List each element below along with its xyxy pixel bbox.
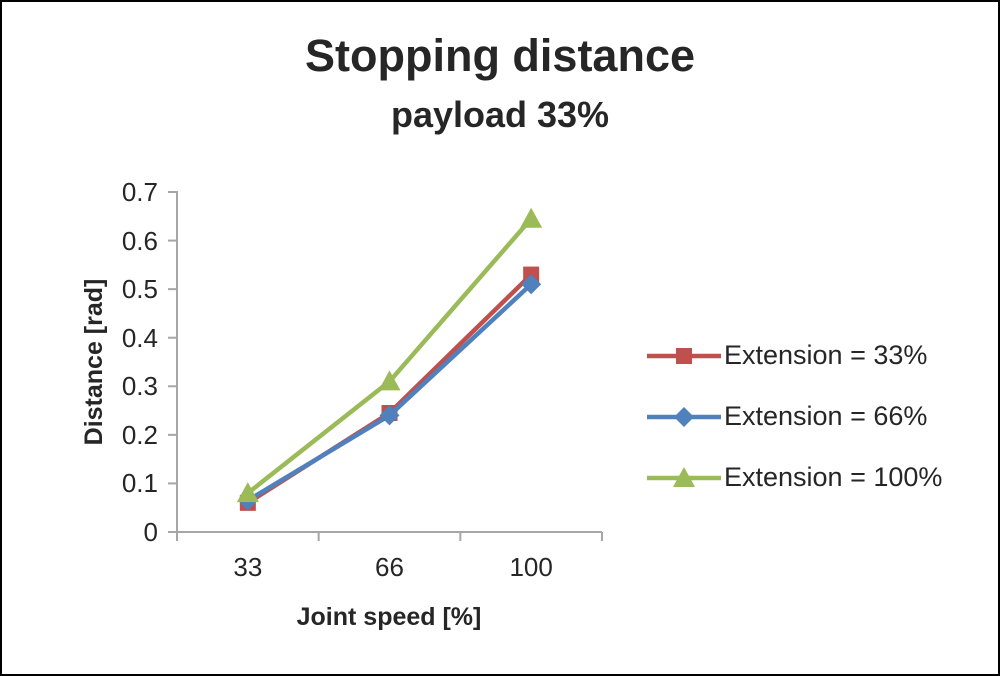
y-tick-label: 0.6: [121, 225, 158, 256]
y-tick-label: 0.3: [121, 371, 158, 402]
legend-item: Extension = 66%: [647, 401, 942, 432]
legend-item: Extension = 100%: [647, 462, 942, 493]
legend: Extension = 33% Extension = 66% Extension …: [647, 340, 942, 493]
legend-marker-diamond-icon: [647, 406, 721, 427]
y-tick-label: 0.7: [121, 177, 158, 207]
y-tick-label: 0: [143, 517, 158, 547]
y-tick-label: 0.5: [121, 274, 158, 305]
chart-title: Stopping distance: [304, 30, 695, 81]
x-tick-label: 100: [509, 552, 553, 582]
x-axis-title: Joint speed [%]: [296, 603, 482, 631]
x-tick-label: 33: [233, 552, 263, 582]
legend-marker-triangle-icon: [647, 466, 721, 487]
y-tick-label: 0.1: [121, 468, 158, 499]
legend-label: Extension = 100%: [724, 462, 943, 492]
legend-label: Extension = 66%: [724, 401, 928, 431]
y-tick-label: 0.4: [121, 322, 158, 353]
legend-label: Extension = 33%: [724, 340, 928, 370]
legend-item: Extension = 33%: [647, 340, 942, 371]
legend-marker-square-icon: [647, 347, 721, 364]
chart-subtitle: payload 33%: [390, 94, 610, 135]
y-axis-title: Distance [rad]: [80, 278, 108, 446]
y-tick-label: 0.2: [121, 419, 158, 450]
x-tick-label: 66: [375, 552, 404, 582]
